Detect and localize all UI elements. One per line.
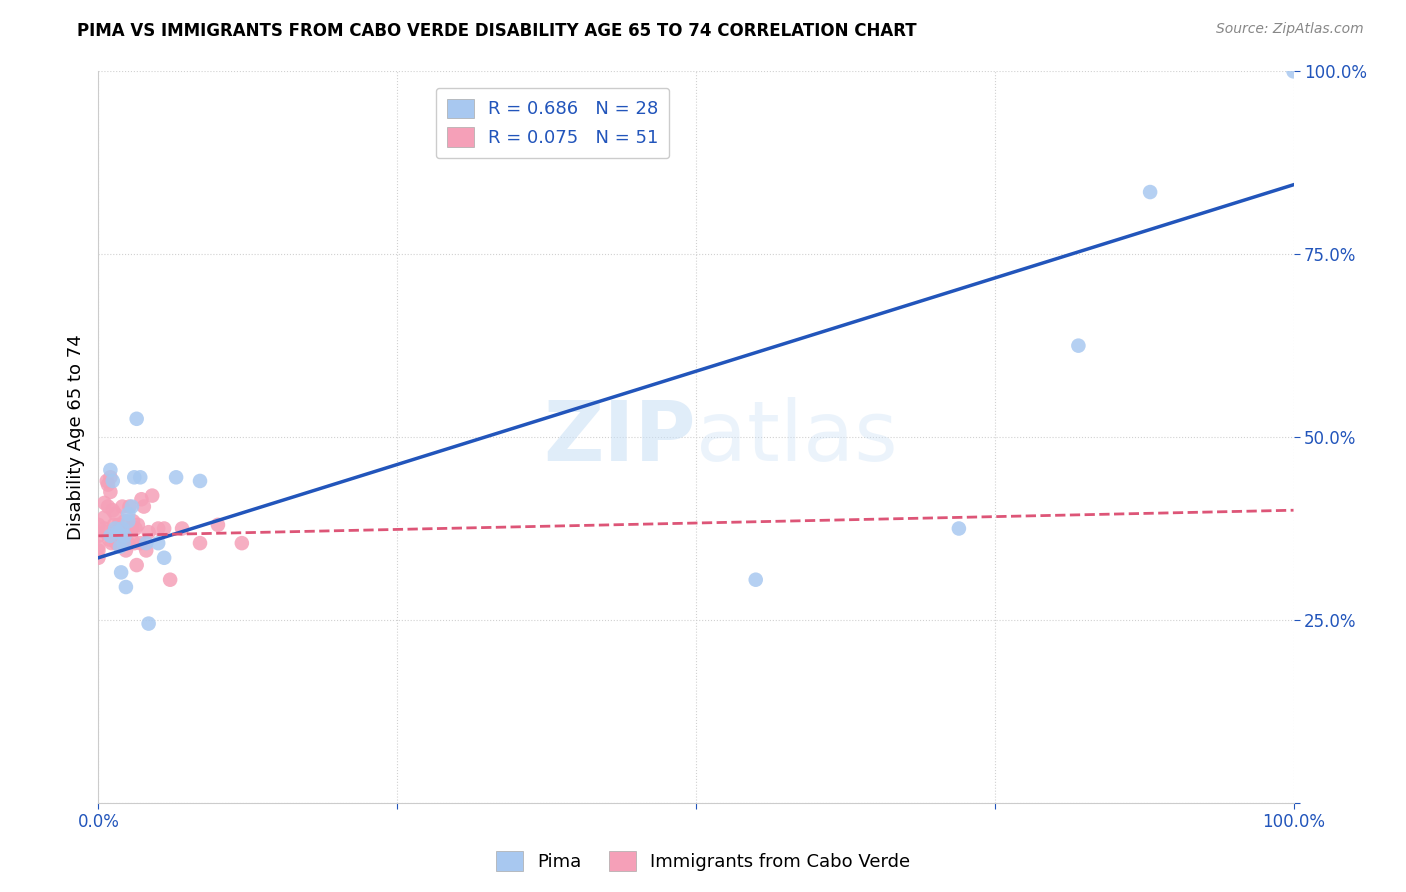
Point bbox=[87, 517, 110, 532]
Point bbox=[129, 470, 152, 484]
Point bbox=[110, 533, 132, 547]
Point bbox=[131, 492, 153, 507]
Point bbox=[105, 529, 128, 543]
Point bbox=[93, 510, 115, 524]
Point bbox=[93, 496, 115, 510]
Point bbox=[172, 521, 194, 535]
Point bbox=[117, 514, 139, 528]
Legend: Pima, Immigrants from Cabo Verde: Pima, Immigrants from Cabo Verde bbox=[488, 844, 918, 879]
Point bbox=[117, 507, 139, 521]
Point bbox=[159, 573, 181, 587]
Point bbox=[100, 536, 122, 550]
Point bbox=[111, 500, 134, 514]
Point bbox=[107, 536, 129, 550]
Point bbox=[188, 536, 211, 550]
Point bbox=[120, 521, 142, 535]
Point bbox=[118, 500, 141, 514]
Point bbox=[112, 536, 135, 550]
Point bbox=[108, 521, 131, 535]
Point bbox=[124, 470, 146, 484]
Point bbox=[117, 536, 139, 550]
Point bbox=[129, 536, 152, 550]
Text: ZIP: ZIP bbox=[544, 397, 696, 477]
Point bbox=[98, 463, 122, 477]
Point bbox=[96, 474, 118, 488]
Point bbox=[115, 543, 138, 558]
Point bbox=[121, 521, 143, 535]
Point bbox=[188, 474, 211, 488]
Point bbox=[98, 470, 122, 484]
Point bbox=[138, 616, 160, 631]
Point bbox=[97, 500, 120, 514]
Point bbox=[98, 533, 121, 547]
Point bbox=[948, 521, 970, 535]
Point bbox=[1067, 338, 1090, 352]
Point bbox=[104, 521, 127, 535]
Point bbox=[165, 470, 187, 484]
Point bbox=[745, 573, 768, 587]
Point bbox=[125, 558, 148, 573]
Point bbox=[93, 521, 115, 535]
Point bbox=[125, 412, 148, 426]
Point bbox=[87, 550, 110, 565]
Point bbox=[135, 536, 157, 550]
Point bbox=[148, 536, 170, 550]
Point bbox=[103, 517, 125, 532]
Point bbox=[1282, 64, 1305, 78]
Point bbox=[111, 521, 134, 535]
Point bbox=[135, 543, 157, 558]
Point bbox=[207, 517, 229, 532]
Point bbox=[124, 521, 146, 535]
Point bbox=[101, 503, 124, 517]
Point bbox=[138, 525, 160, 540]
Point bbox=[104, 507, 127, 521]
Text: atlas: atlas bbox=[696, 397, 897, 477]
Point bbox=[108, 540, 131, 554]
Point bbox=[141, 489, 163, 503]
Point bbox=[115, 580, 138, 594]
Point bbox=[105, 536, 128, 550]
Point bbox=[87, 543, 110, 558]
Point bbox=[148, 521, 170, 535]
Text: Source: ZipAtlas.com: Source: ZipAtlas.com bbox=[1216, 22, 1364, 37]
Point bbox=[132, 500, 155, 514]
Point bbox=[153, 550, 176, 565]
Point bbox=[1139, 185, 1161, 199]
Point bbox=[112, 536, 135, 550]
Point bbox=[127, 517, 149, 532]
Point bbox=[122, 514, 145, 528]
Point bbox=[114, 529, 136, 543]
Point bbox=[87, 529, 110, 543]
Y-axis label: Disability Age 65 to 74: Disability Age 65 to 74 bbox=[66, 334, 84, 540]
Point bbox=[94, 525, 117, 540]
Point bbox=[107, 517, 129, 532]
Point bbox=[98, 529, 122, 543]
Point bbox=[97, 477, 120, 491]
Point bbox=[231, 536, 253, 550]
Point bbox=[107, 525, 129, 540]
Point bbox=[110, 566, 132, 580]
Legend: R = 0.686   N = 28, R = 0.075   N = 51: R = 0.686 N = 28, R = 0.075 N = 51 bbox=[436, 87, 669, 158]
Point bbox=[98, 485, 122, 500]
Point bbox=[153, 521, 176, 535]
Text: PIMA VS IMMIGRANTS FROM CABO VERDE DISABILITY AGE 65 TO 74 CORRELATION CHART: PIMA VS IMMIGRANTS FROM CABO VERDE DISAB… bbox=[77, 22, 917, 40]
Point bbox=[121, 500, 143, 514]
Point bbox=[114, 514, 136, 528]
Point bbox=[87, 540, 110, 554]
Point bbox=[124, 536, 146, 550]
Point bbox=[101, 474, 124, 488]
